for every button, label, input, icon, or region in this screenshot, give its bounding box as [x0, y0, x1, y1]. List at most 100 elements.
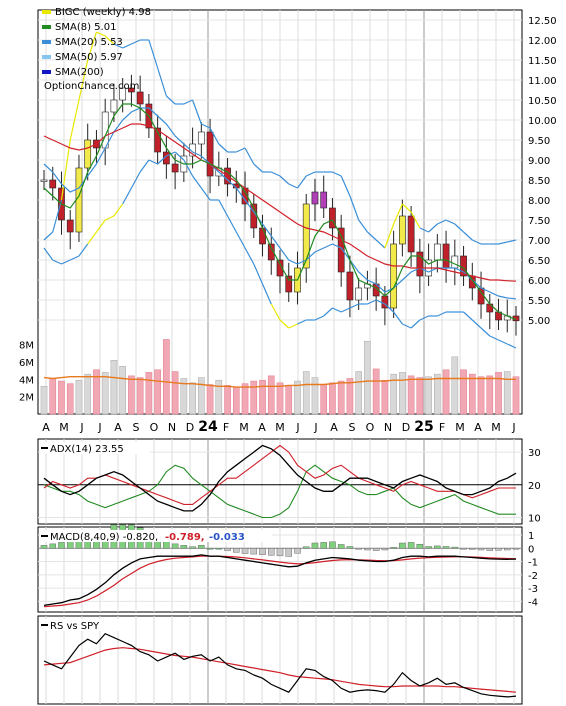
- price-candle: [451, 255, 459, 269]
- macd-histogram-bar: [320, 542, 327, 549]
- x-axis-label: J: [511, 421, 515, 434]
- volume-bar: [337, 380, 345, 415]
- volume-bar: [206, 384, 214, 415]
- x-axis-label: N: [168, 421, 176, 434]
- lower-band-segment: [95, 219, 106, 233]
- legend-entry: SMA(8) 5.01: [55, 22, 116, 33]
- lower-band-segment: [393, 311, 403, 325]
- upper-band-segment: [454, 223, 464, 233]
- lower-band-segment: [183, 159, 194, 177]
- price-candle: [399, 215, 406, 245]
- volume-bar: [110, 360, 118, 415]
- x-axis-label: A: [258, 421, 266, 434]
- price-candle: [259, 227, 266, 245]
- upper-band-segment: [463, 231, 473, 241]
- volume-bar: [390, 373, 397, 415]
- macd-histogram-bar: [364, 548, 371, 551]
- macd-histogram-bar: [460, 548, 467, 550]
- adx-plus-di-line: [43, 444, 516, 505]
- macd-histogram-bar: [337, 544, 345, 549]
- lower-band-segment: [498, 339, 508, 345]
- upper-band-segment: [78, 59, 89, 101]
- macd-histogram-bar: [451, 546, 459, 549]
- macd-signal-value: -0.789,: [165, 532, 205, 543]
- volume-bar: [285, 385, 293, 415]
- price-y-tick-label: 10.50: [528, 96, 557, 107]
- x-axis-label: S: [133, 421, 140, 434]
- volume-bar: [154, 369, 161, 415]
- volume-bar: [294, 380, 301, 415]
- macd-histogram-bar: [259, 548, 266, 555]
- upper-band-segment: [43, 231, 54, 241]
- price-candle: [477, 287, 485, 305]
- macd-y-tick-label: -1: [528, 558, 538, 569]
- volume-bar: [198, 377, 205, 415]
- macd-label-bg: [40, 530, 272, 542]
- volume-bar: [399, 372, 406, 415]
- upper-band-segment: [367, 231, 377, 241]
- price-candle: [285, 275, 293, 293]
- macd-histogram-bar: [180, 545, 188, 549]
- volume-y-tick-label: 6M: [19, 358, 34, 369]
- rs-sma-line: [43, 647, 517, 693]
- volume-bar: [468, 373, 476, 415]
- volume-bar: [355, 371, 362, 415]
- lower-band-segment: [218, 199, 229, 217]
- volume-bar: [101, 372, 109, 415]
- adx-label: ADX(14) 23.55: [50, 444, 124, 455]
- lower-band-segment: [61, 259, 71, 265]
- lower-band-segment: [253, 263, 264, 285]
- volume-bar: [302, 371, 310, 415]
- macd-histogram-bar: [495, 548, 502, 551]
- volume-bar: [119, 366, 126, 415]
- adx-y-tick-label: 10: [528, 513, 541, 524]
- macd-histogram-bar: [250, 548, 258, 555]
- volume-bar: [58, 380, 65, 415]
- price-candle: [197, 131, 205, 145]
- x-axis-label: A: [474, 421, 482, 434]
- macd-histogram-bar: [504, 548, 511, 551]
- lower-band-segment: [87, 231, 97, 245]
- lower-band-segment: [227, 215, 237, 233]
- lower-band-segment: [148, 159, 158, 165]
- price-candle: [171, 163, 179, 173]
- upper-band-segment: [131, 39, 141, 45]
- x-axis-label: D: [402, 421, 410, 434]
- macd-histogram-bar: [311, 542, 319, 549]
- volume-y-tick-label: 8M: [19, 341, 34, 352]
- lower-band-segment: [270, 303, 281, 321]
- volume-bar: [311, 377, 319, 415]
- x-axis-label: S: [349, 421, 356, 434]
- x-axis-label: M: [59, 421, 69, 434]
- price-panel: 12.50 12.00 11.50 11.00 10.50 10.00 9.50 9.00 8.…: [37, 7, 557, 415]
- macd-histogram-bar: [241, 548, 249, 554]
- upper-band-segment: [60, 139, 71, 201]
- lower-band-segment: [244, 247, 255, 265]
- upper-band-segment: [428, 223, 438, 233]
- lower-band-segment: [419, 315, 429, 321]
- macd-histogram-bar: [346, 546, 354, 549]
- macd-histogram-bar: [215, 548, 223, 550]
- x-axis-label: J: [295, 421, 299, 434]
- macd-histogram-bar: [49, 543, 56, 549]
- lower-band-segment: [314, 315, 324, 321]
- macd-line: [43, 554, 517, 607]
- price-candle: [346, 271, 354, 301]
- x-axis-label: 24: [198, 419, 218, 435]
- volume-bar: [136, 377, 144, 415]
- lower-band-segment: [489, 335, 499, 341]
- price-candle: [329, 207, 336, 229]
- adx-label-bg: [40, 442, 150, 454]
- upper-band-segment: [340, 175, 351, 197]
- lower-band-segment: [174, 151, 185, 161]
- macd-histogram-bar: [512, 548, 520, 550]
- upper-band-segment: [209, 127, 220, 145]
- price-legend: BIGC (weekly) 4.98 SMA(8) 5.01 SMA(20) 5.5…: [42, 7, 151, 92]
- upper-band-segment: [96, 31, 106, 37]
- macd-histogram-bar: [189, 546, 196, 549]
- volume-bar: [267, 375, 275, 415]
- volume-bar: [486, 375, 494, 415]
- lower-band-segment: [410, 319, 421, 329]
- upper-band-segment: [288, 183, 298, 189]
- volume-bar: [495, 372, 502, 415]
